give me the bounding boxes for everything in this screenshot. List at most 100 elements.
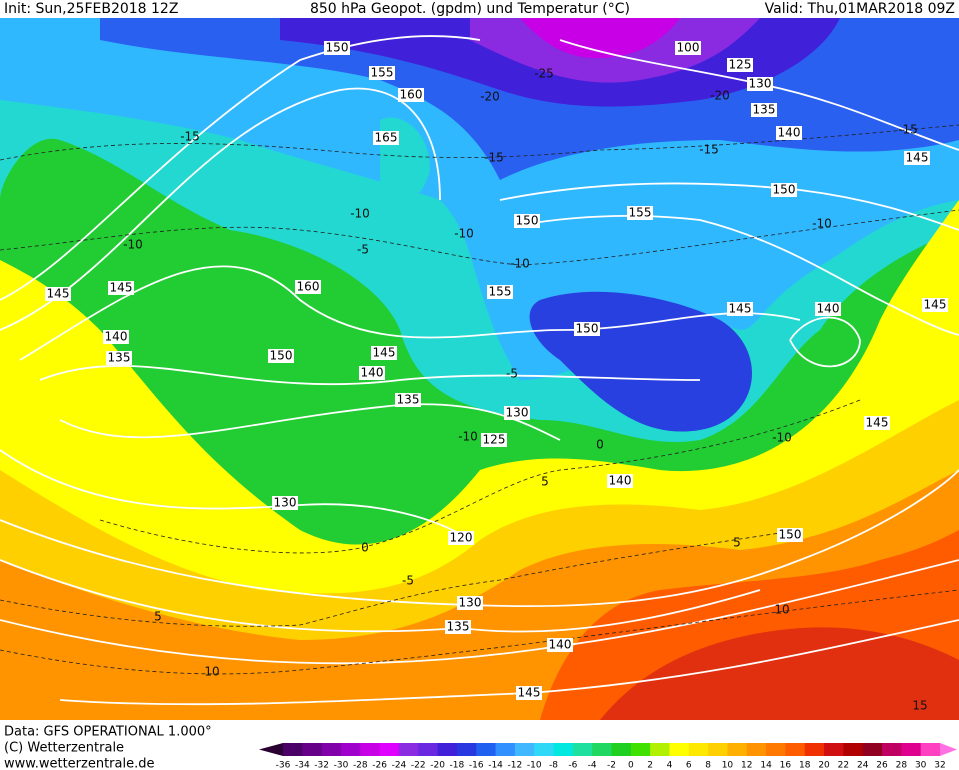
- copyright: (C) Wetterzentrale: [4, 741, 124, 756]
- temperature-contours: [0, 124, 959, 675]
- label-box: [295, 280, 321, 294]
- colorbar-box: [824, 743, 844, 756]
- colorbar-label: 12: [741, 761, 752, 770]
- colorbar-label: -26: [372, 761, 387, 770]
- geopotential-label: 125: [729, 58, 752, 72]
- geopotential-label: 140: [817, 302, 840, 316]
- label-box: [727, 58, 753, 72]
- temperature-label: 5: [733, 536, 741, 550]
- colorbar-box: [418, 743, 439, 756]
- colorbar-label: -28: [353, 761, 368, 770]
- colorbar-label: 26: [876, 761, 888, 770]
- colorbar-label: 14: [760, 761, 772, 770]
- colorbar-label: 20: [818, 761, 830, 770]
- geopotential-label: 150: [779, 528, 802, 542]
- colorbar-label: 30: [915, 761, 927, 770]
- website: www.wetterzentrale.de: [4, 757, 154, 770]
- label-box: [398, 88, 424, 102]
- geopotential-label: 145: [866, 416, 889, 430]
- colorbar-box: [766, 743, 786, 756]
- temperature-label: -5: [402, 574, 414, 588]
- colorbar-box: [283, 743, 303, 756]
- geopotential-label: 130: [749, 77, 772, 91]
- colorbar-label: 10: [722, 761, 734, 770]
- colorbar-label: 16: [780, 761, 792, 770]
- data-source: Data: GFS OPERATIONAL 1.000°: [4, 725, 212, 740]
- geopotential-label: 135: [397, 393, 420, 407]
- temperature-label: -25: [534, 67, 554, 81]
- geopotential-label: 145: [47, 287, 70, 301]
- temperature-label: -5: [357, 243, 369, 257]
- label-box: [373, 131, 399, 145]
- colorbar-box: [495, 743, 516, 756]
- temperature-label: -15: [699, 143, 719, 157]
- temperature-label: -5: [506, 367, 518, 381]
- colorbar-box: [379, 743, 400, 756]
- geopotential-label: 130: [459, 596, 482, 610]
- colorbar-box: [398, 743, 419, 756]
- geopotential-label: 155: [489, 285, 512, 299]
- colorbar-box: [650, 743, 670, 756]
- geopotential-label: 150: [326, 41, 349, 55]
- colorbar-label: 4: [667, 761, 673, 770]
- geopotential-label: 145: [906, 151, 929, 165]
- label-box: [922, 298, 948, 312]
- colorbar-label: -24: [392, 761, 407, 770]
- geopotential-label: 140: [361, 366, 384, 380]
- temperature-label: -10: [510, 257, 530, 271]
- colorbar-label: -32: [314, 761, 329, 770]
- colorbar-box: [804, 743, 825, 756]
- label-box: [481, 433, 507, 447]
- geopotential-label: 155: [629, 206, 652, 220]
- label-box: [904, 151, 930, 165]
- colorbar-label: -22: [411, 761, 426, 770]
- colorbar-box: [882, 743, 902, 756]
- geopotential-label: 150: [270, 349, 293, 363]
- label-box: [103, 330, 129, 344]
- label-box: [395, 393, 421, 407]
- colorbar-box: [727, 743, 748, 756]
- geopotential-label: 135: [753, 103, 776, 117]
- colorbar-label: -14: [488, 761, 503, 770]
- geopotential-label: 145: [729, 302, 752, 316]
- label-box: [359, 366, 385, 380]
- temperature-label: 5: [541, 475, 549, 489]
- geopotential-label: 100: [677, 41, 700, 55]
- colorbar-box: [302, 743, 323, 756]
- colorbar-label: 22: [838, 761, 849, 770]
- map-title: 850 hPa Geopot. (gpdm) und Temperatur (°…: [310, 1, 630, 17]
- label-box: [45, 287, 71, 301]
- temperature-label: 10: [204, 665, 219, 679]
- colorbar-label: 0: [628, 761, 634, 770]
- geopotential-label: 120: [450, 531, 473, 545]
- geopotential-label: 150: [773, 183, 796, 197]
- label-box: [108, 281, 134, 295]
- colorbar-label: -6: [568, 761, 577, 770]
- label-box: [864, 416, 890, 430]
- temperature-field: [0, 18, 959, 720]
- colorbar-box: [321, 743, 342, 756]
- colorbar-box: [708, 743, 728, 756]
- colorbar-label: -18: [450, 761, 465, 770]
- colorbar-box: [572, 743, 593, 756]
- colorbar-label: 8: [705, 761, 711, 770]
- label-box: [777, 528, 803, 542]
- label-box: [504, 406, 530, 420]
- label-box: [457, 596, 483, 610]
- colorbar-label: 18: [799, 761, 811, 770]
- label-box: [574, 322, 600, 336]
- temperature-label: -10: [812, 217, 832, 231]
- temperature-label: -15: [898, 123, 918, 137]
- colorbar-label: 32: [934, 761, 945, 770]
- label-box: [448, 531, 474, 545]
- colorbar-label: 2: [647, 761, 653, 770]
- colorbar-label: 6: [686, 761, 692, 770]
- colorbar-box: [669, 743, 690, 756]
- geopotential-label: 145: [518, 686, 541, 700]
- geopotential-label: 145: [924, 298, 947, 312]
- geopotential-label: 130: [506, 406, 529, 420]
- colorbar-box: [534, 743, 555, 756]
- geopotential-label: 145: [373, 346, 396, 360]
